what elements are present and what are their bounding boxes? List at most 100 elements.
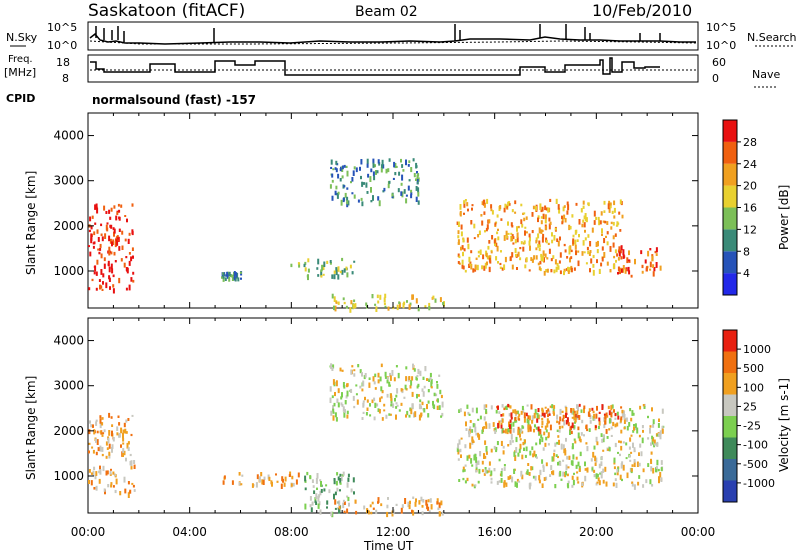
data-cell <box>535 426 538 430</box>
data-cell <box>555 266 558 273</box>
data-cell <box>339 489 341 492</box>
data-cell <box>477 255 480 258</box>
data-cell <box>555 454 558 457</box>
data-cell <box>363 182 365 185</box>
data-cell <box>618 250 621 254</box>
data-cell <box>563 243 566 247</box>
data-cell <box>553 235 556 241</box>
colorbar-swatch <box>723 416 737 438</box>
data-cell <box>601 233 603 236</box>
data-cell <box>535 239 538 244</box>
data-cell <box>610 418 612 424</box>
data-cell <box>461 259 464 265</box>
data-cell <box>436 501 439 505</box>
data-cell <box>380 503 383 507</box>
data-cell <box>376 403 379 407</box>
data-cell <box>122 453 124 457</box>
data-cell <box>385 414 388 419</box>
data-cell <box>421 511 424 516</box>
data-cell <box>240 483 243 486</box>
data-cell <box>572 234 575 238</box>
data-cell <box>471 429 474 433</box>
data-cell <box>374 373 377 378</box>
data-cell <box>380 166 383 173</box>
data-cell <box>582 205 585 209</box>
data-cell <box>523 212 526 215</box>
data-cell <box>517 416 520 420</box>
data-cell <box>558 439 560 445</box>
data-cell <box>238 482 241 486</box>
data-cell <box>562 414 565 419</box>
data-cell <box>95 419 98 422</box>
data-cell <box>103 257 106 262</box>
data-cell <box>613 215 616 219</box>
data-cell <box>378 409 381 414</box>
data-cell <box>502 445 505 449</box>
data-cell <box>509 405 512 409</box>
data-cell <box>131 414 134 417</box>
data-cell <box>575 202 578 206</box>
data-cell <box>488 255 491 260</box>
data-cell <box>99 243 102 248</box>
data-cell <box>126 267 129 272</box>
data-cell <box>567 270 570 274</box>
data-cell <box>475 467 478 471</box>
data-cell <box>433 404 436 410</box>
data-cell <box>95 451 98 456</box>
data-cell <box>354 303 357 309</box>
data-cell <box>528 472 531 476</box>
freq-trace <box>90 57 660 76</box>
data-cell <box>344 400 347 405</box>
data-cell <box>333 402 336 407</box>
data-cell <box>488 266 491 273</box>
data-cell <box>357 199 360 203</box>
x-tick-label: 00:00 <box>681 525 716 539</box>
data-cell <box>649 268 652 271</box>
data-cell <box>616 411 619 416</box>
data-cell <box>532 453 535 458</box>
data-cell <box>397 188 400 193</box>
data-cell <box>432 295 435 299</box>
data-cell <box>545 207 548 211</box>
data-cell <box>553 449 556 452</box>
data-cell <box>326 500 329 505</box>
data-cell <box>651 254 654 257</box>
data-cell <box>388 381 391 387</box>
data-cell <box>107 263 110 266</box>
data-cell <box>116 426 119 431</box>
data-cell <box>386 393 389 398</box>
data-cell <box>488 257 491 263</box>
data-cell <box>484 440 487 445</box>
data-cell <box>610 226 613 230</box>
data-cell <box>539 438 541 445</box>
data-cell <box>413 368 416 372</box>
data-cell <box>593 474 596 478</box>
data-cell <box>520 219 523 225</box>
data-cell <box>475 257 478 260</box>
colorbar-swatch <box>723 330 737 352</box>
data-cell <box>535 456 538 459</box>
data-cell <box>594 455 597 462</box>
data-cell <box>621 409 624 414</box>
data-cell <box>295 479 298 485</box>
data-cell <box>527 424 530 430</box>
data-cell <box>350 488 353 493</box>
data-cell <box>490 481 493 484</box>
data-cell <box>563 415 566 418</box>
data-cell <box>512 242 515 245</box>
data-cell <box>456 447 459 452</box>
data-cell <box>649 428 651 434</box>
data-cell <box>121 230 124 235</box>
data-cell <box>93 466 96 470</box>
data-cell <box>496 214 499 218</box>
data-cell <box>346 482 349 488</box>
data-cell <box>95 271 98 276</box>
data-cell <box>577 461 580 467</box>
data-cell <box>547 408 550 412</box>
data-cell <box>608 418 611 424</box>
data-cell <box>565 419 568 425</box>
data-cell <box>525 412 528 417</box>
data-cell <box>466 404 469 409</box>
data-cell <box>547 432 550 438</box>
data-cell <box>426 503 429 510</box>
